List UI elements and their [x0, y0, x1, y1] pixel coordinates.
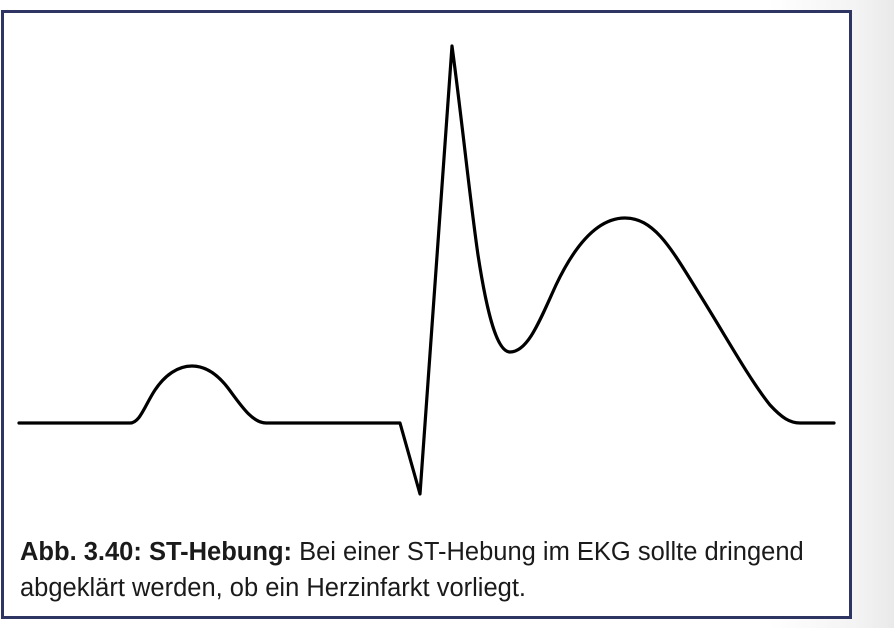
ecg-waveform — [17, 44, 836, 496]
figure-caption: Abb. 3.40: ST-Hebung: Bei einer ST-Hebun… — [20, 534, 845, 606]
caption-label: Abb. 3.40: ST-Hebung: — [20, 538, 293, 566]
caption-text: Bei einer ST-Hebung im EKG sollte dringe… — [20, 538, 804, 602]
